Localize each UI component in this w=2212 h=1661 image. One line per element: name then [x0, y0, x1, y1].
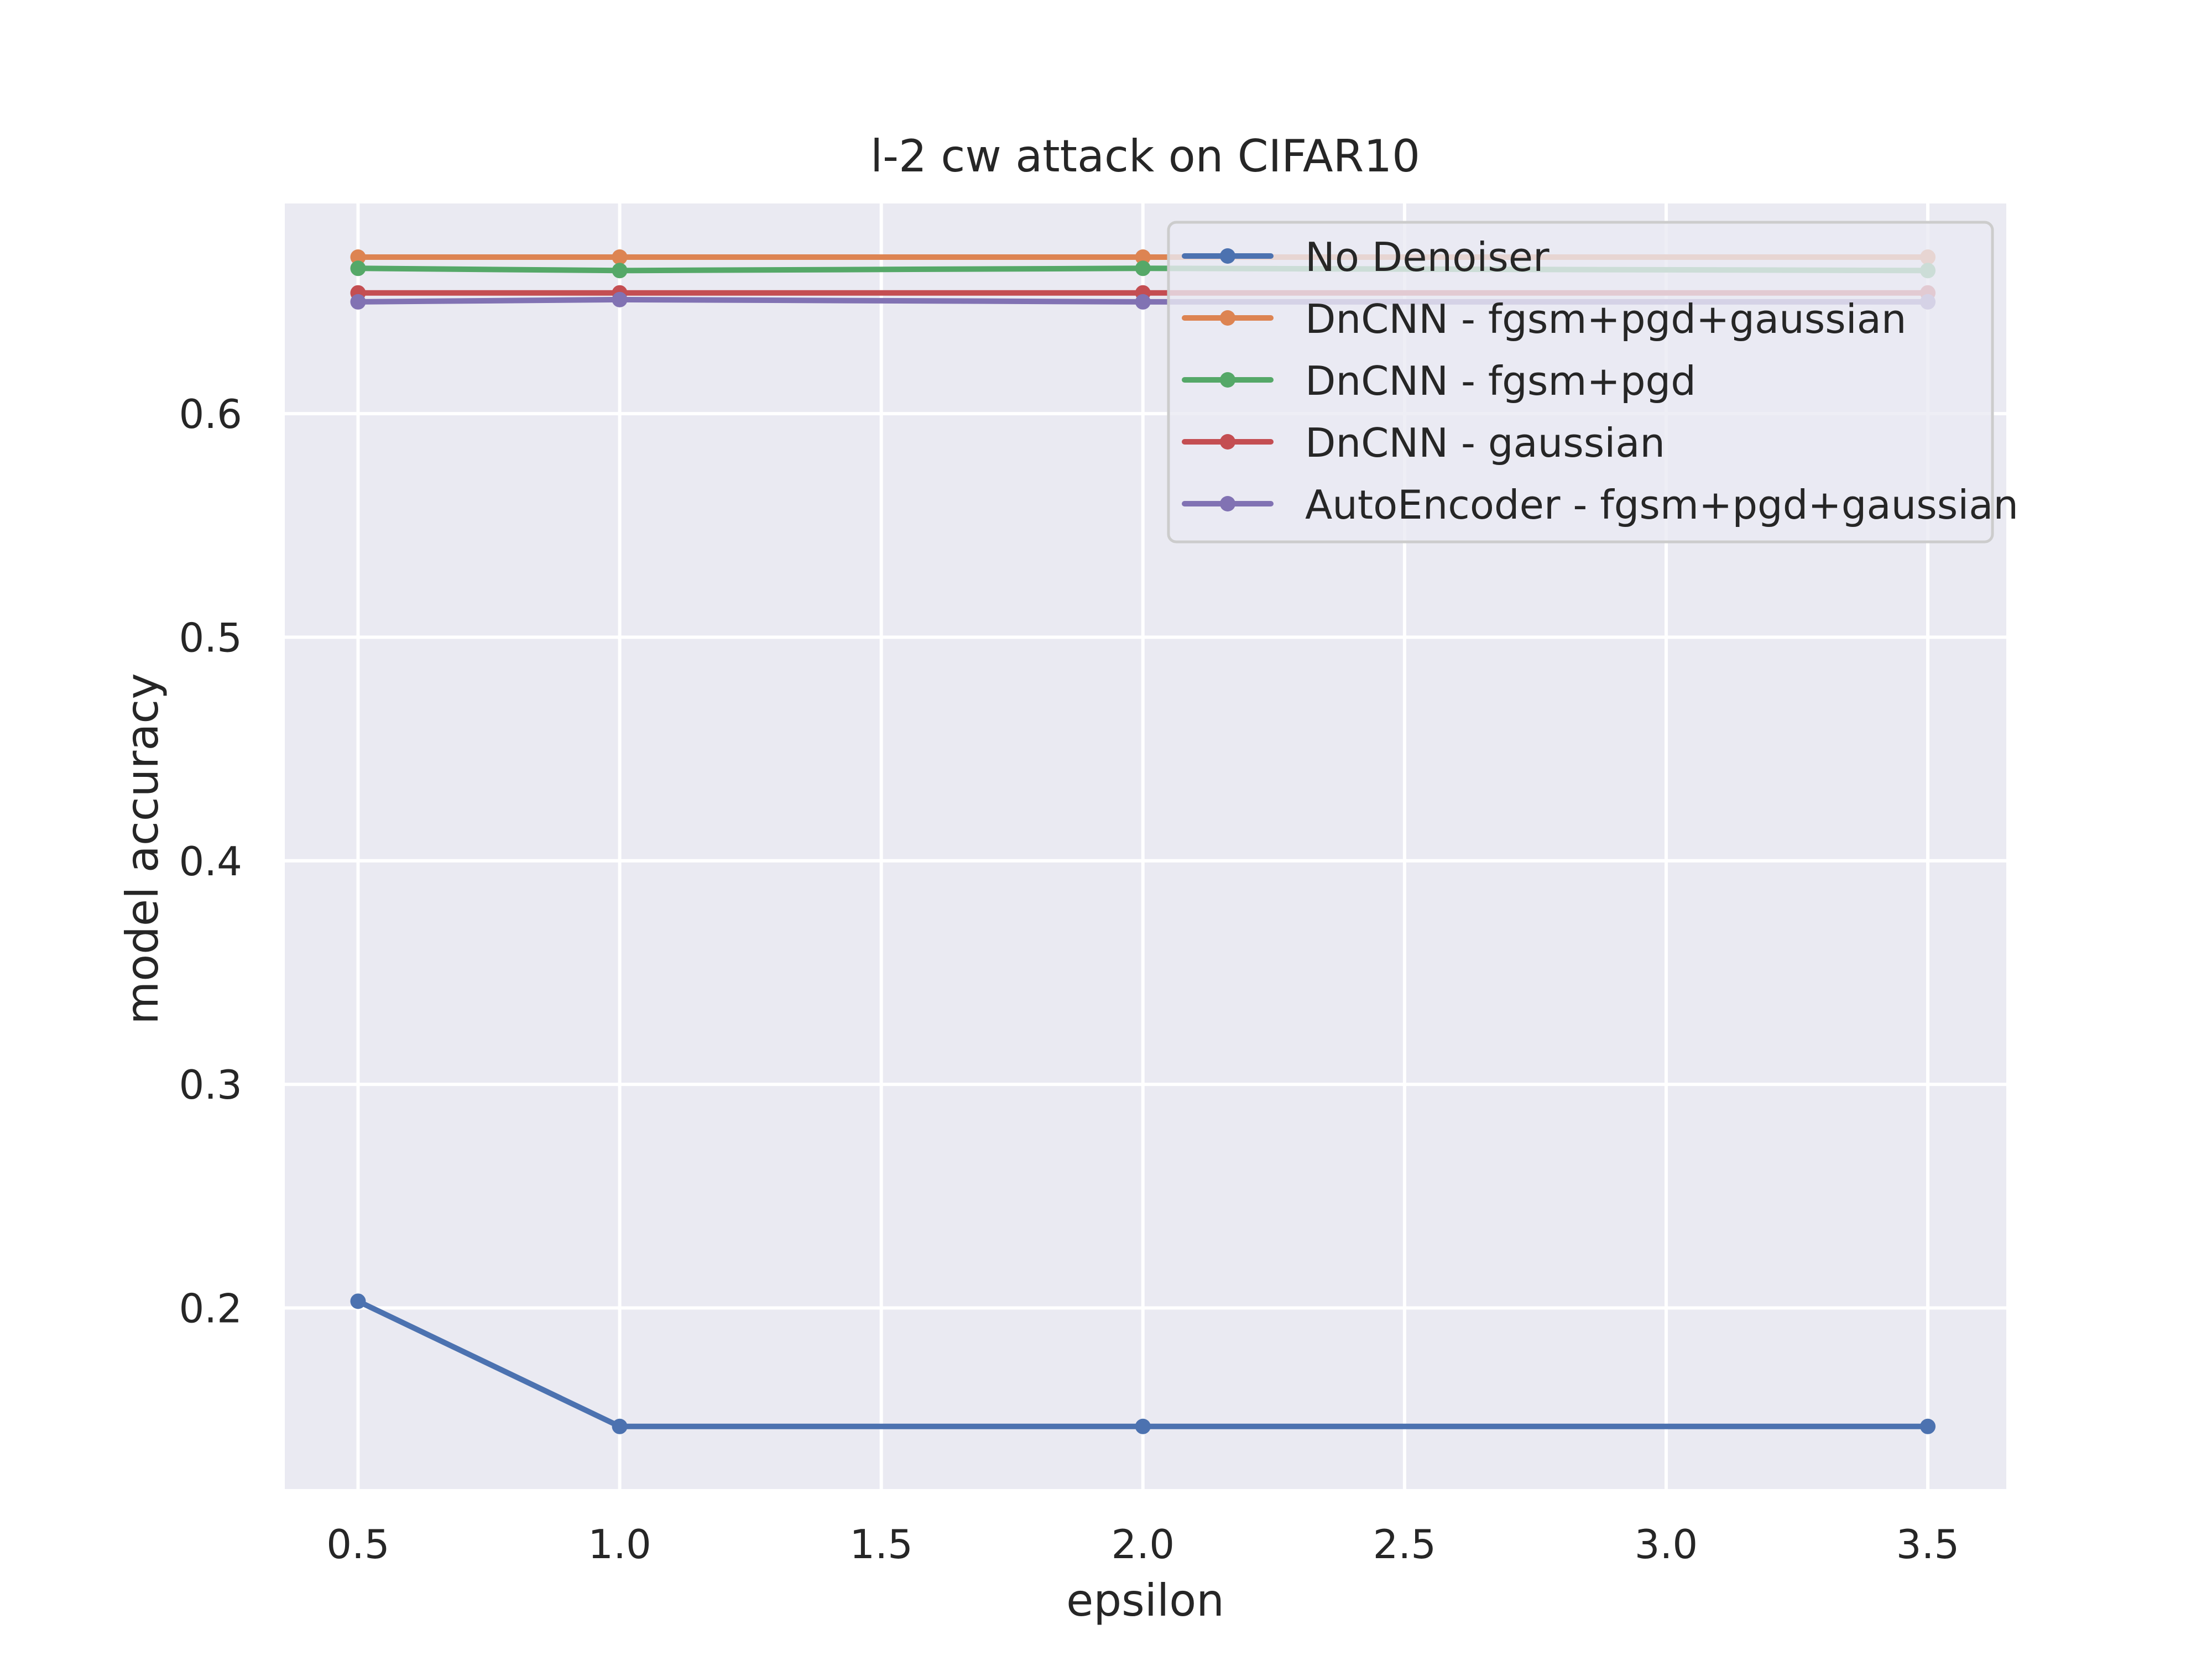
y-axis-ticks: 0.2 0.3 0.4 0.5 0.6 [179, 391, 242, 1331]
x-tick-label: 3.5 [1896, 1521, 1960, 1568]
legend-item: DnCNN - fgsm+pgd [1182, 358, 1696, 404]
legend-marker [1220, 372, 1235, 388]
legend: No Denoiser DnCNN - fgsm+pgd+gaussian DnCN… [1167, 221, 2018, 544]
data-point [1135, 260, 1151, 276]
y-tick-label: 0.5 [179, 614, 242, 661]
data-point [612, 291, 628, 307]
x-tick-label: 1.0 [588, 1521, 651, 1568]
x-tick-label: 3.0 [1635, 1521, 1698, 1568]
legend-label: No Denoiser [1305, 234, 1550, 280]
x-axis-ticks: 0.5 1.0 1.5 2.0 2.5 3.0 3.5 [326, 1521, 1959, 1568]
legend-label: DnCNN - fgsm+pgd+gaussian [1305, 296, 1907, 342]
data-point [612, 263, 628, 279]
y-tick-label: 0.2 [179, 1285, 242, 1331]
y-tick-label: 0.3 [179, 1062, 242, 1108]
data-point [612, 1418, 628, 1434]
legend-item: No Denoiser [1182, 234, 1550, 280]
data-point [350, 260, 366, 276]
x-axis-label: epsilon [1066, 1575, 1224, 1626]
x-tick-label: 2.5 [1373, 1521, 1437, 1568]
x-tick-label: 0.5 [326, 1521, 390, 1568]
x-tick-label: 2.0 [1112, 1521, 1175, 1568]
data-point [350, 249, 366, 265]
data-point [1135, 249, 1151, 265]
legend-marker [1220, 310, 1235, 326]
legend-marker [1220, 248, 1235, 264]
y-tick-label: 0.4 [179, 838, 242, 885]
series-line [355, 1298, 1931, 1429]
legend-item: DnCNN - gaussian [1182, 420, 1665, 466]
legend-item: AutoEncoder - fgsm+pgd+gaussian [1182, 482, 2018, 528]
legend-label: AutoEncoder - fgsm+pgd+gaussian [1305, 482, 2018, 528]
legend-marker [1220, 496, 1235, 511]
grid-lines [285, 203, 2006, 1489]
legend-marker [1220, 434, 1235, 450]
data-point [612, 249, 628, 265]
legend-label: DnCNN - fgsm+pgd [1305, 358, 1696, 404]
legend-label: DnCNN - gaussian [1305, 420, 1665, 466]
legend-box [1167, 221, 1994, 544]
y-tick-label: 0.6 [179, 391, 242, 437]
data-point [1135, 294, 1151, 310]
data-point [1920, 1418, 1936, 1434]
data-point [350, 1293, 366, 1309]
chart-title: l-2 cw attack on CIFAR10 [870, 130, 1420, 182]
series-0 [350, 1293, 1936, 1434]
data-point [350, 294, 366, 310]
x-tick-label: 1.5 [849, 1521, 913, 1568]
legend-item: DnCNN - fgsm+pgd+gaussian [1182, 296, 1907, 342]
y-axis-label: model accuracy [117, 673, 168, 1024]
data-point [1135, 1418, 1151, 1434]
